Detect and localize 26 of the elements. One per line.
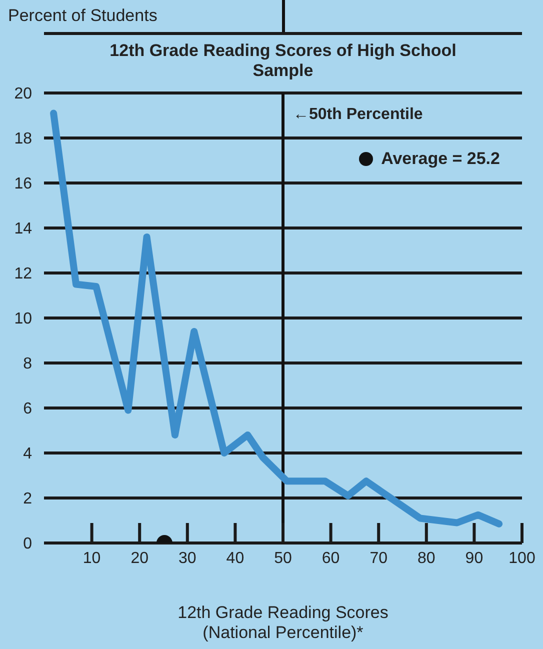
x-tick-label: 90 xyxy=(465,550,484,567)
x-tick-label: 70 xyxy=(370,550,388,567)
y-tick-label: 16 xyxy=(14,176,32,193)
y-tick-label: 18 xyxy=(14,130,32,148)
legend-label: Average = 25.2 xyxy=(381,149,500,169)
y-tick-label: 2 xyxy=(23,490,32,508)
y-tick-label: 14 xyxy=(14,220,32,238)
y-tick-label: 12 xyxy=(14,266,32,283)
y-tick-label: 0 xyxy=(23,536,32,553)
x-tick-label: 80 xyxy=(418,550,436,567)
x-tick-label: 60 xyxy=(322,550,340,567)
x-axis-title: 12th Grade Reading Scores (National Percentile)* xyxy=(176,603,390,643)
x-tick-label: 40 xyxy=(226,550,244,567)
y-tick-label: 20 xyxy=(14,86,32,103)
y-axis-title: Percent of Students xyxy=(8,6,158,26)
x-tick-label: 30 xyxy=(178,550,196,567)
ref-line-label: ←50th Percentile xyxy=(293,106,423,123)
x-tick-label: 50 xyxy=(274,550,292,567)
y-tick-label: 8 xyxy=(23,356,32,373)
y-tick-label: 10 xyxy=(14,310,32,328)
chart-title: 12th Grade Reading Scores of High School Sample xyxy=(44,32,522,81)
x-tick-label: 10 xyxy=(82,550,101,567)
y-tick-label: 4 xyxy=(23,446,32,463)
x-tick-label: 20 xyxy=(130,550,149,567)
y-tick-label: 6 xyxy=(23,400,32,418)
x-tick-label: 100 xyxy=(508,550,536,567)
